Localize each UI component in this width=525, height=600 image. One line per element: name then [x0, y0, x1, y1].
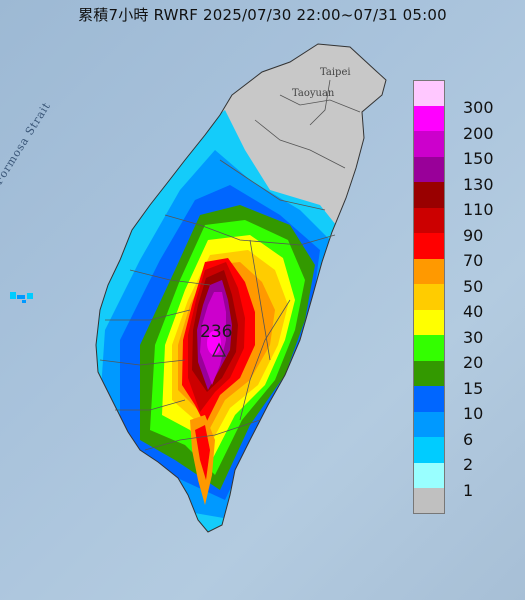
legend-bin: 6	[413, 411, 523, 449]
legend-bin: 10	[413, 386, 523, 423]
legend-label: 10	[463, 404, 484, 423]
legend-bin: 20	[413, 335, 523, 372]
legend-label: 300	[463, 98, 494, 117]
city-label-taipei: Taipei	[320, 67, 351, 78]
legend-label: 2	[463, 455, 474, 474]
max-rainfall-value: 236	[200, 322, 233, 342]
legend-label: 40	[463, 302, 484, 321]
legend-bin: 200	[413, 105, 523, 143]
legend-label: 200	[463, 123, 494, 143]
legend-swatch	[413, 437, 445, 463]
legend-bin: 130	[413, 156, 523, 194]
legend-swatch	[413, 207, 445, 233]
city-label-taoyuan: Taoyuan	[292, 88, 335, 99]
legend-swatch	[413, 233, 445, 259]
max-marker-triangle	[211, 342, 227, 357]
rainfall-legend: 300 200 150 130 110 90 70 50 40 30 20 15 10 6 2 1	[413, 80, 523, 514]
legend-label: 110	[463, 200, 494, 219]
legend-swatch	[413, 386, 445, 412]
legend-label: 150	[463, 149, 494, 168]
legend-swatch	[413, 488, 445, 514]
legend-label: 1	[463, 480, 474, 500]
legend-swatch	[413, 335, 445, 361]
legend-bin: 40	[413, 284, 523, 321]
legend-swatch	[413, 284, 445, 310]
legend-swatch	[413, 258, 445, 284]
legend-label: 70	[463, 251, 484, 270]
legend-label: 90	[463, 225, 484, 245]
legend-bin: 50	[413, 258, 523, 296]
legend-bin: 110	[413, 182, 523, 219]
legend-bin	[413, 488, 523, 514]
legend-swatch	[413, 131, 445, 157]
legend-label: 20	[463, 353, 484, 372]
legend-label: 6	[463, 429, 474, 449]
legend-swatch	[413, 360, 445, 386]
legend-bin: 70	[413, 233, 523, 270]
map-title: 累積7小時 RWRF 2025/07/30 22:00~07/31 05:00	[78, 6, 447, 24]
county-borders	[95, 43, 387, 533]
legend-swatch	[413, 182, 445, 208]
legend-bin: 15	[413, 360, 523, 398]
legend-swatch	[413, 462, 445, 488]
legend-label: 15	[463, 378, 484, 398]
legend-swatch	[413, 411, 445, 437]
legend-swatch	[413, 80, 445, 106]
legend-label: 130	[463, 174, 494, 194]
legend-swatch	[413, 156, 445, 182]
legend-bin: 2	[413, 437, 523, 474]
legend-swatch	[413, 105, 445, 131]
legend-label: 50	[463, 276, 484, 296]
legend-swatch	[413, 309, 445, 335]
legend-bin: 300	[413, 80, 523, 117]
legend-bin: 30	[413, 309, 523, 347]
legend-bin: 1	[413, 462, 523, 500]
legend-bin: 90	[413, 207, 523, 245]
legend-bin: 150	[413, 131, 523, 168]
legend-label: 30	[463, 327, 484, 347]
penghu-islands	[10, 292, 33, 303]
